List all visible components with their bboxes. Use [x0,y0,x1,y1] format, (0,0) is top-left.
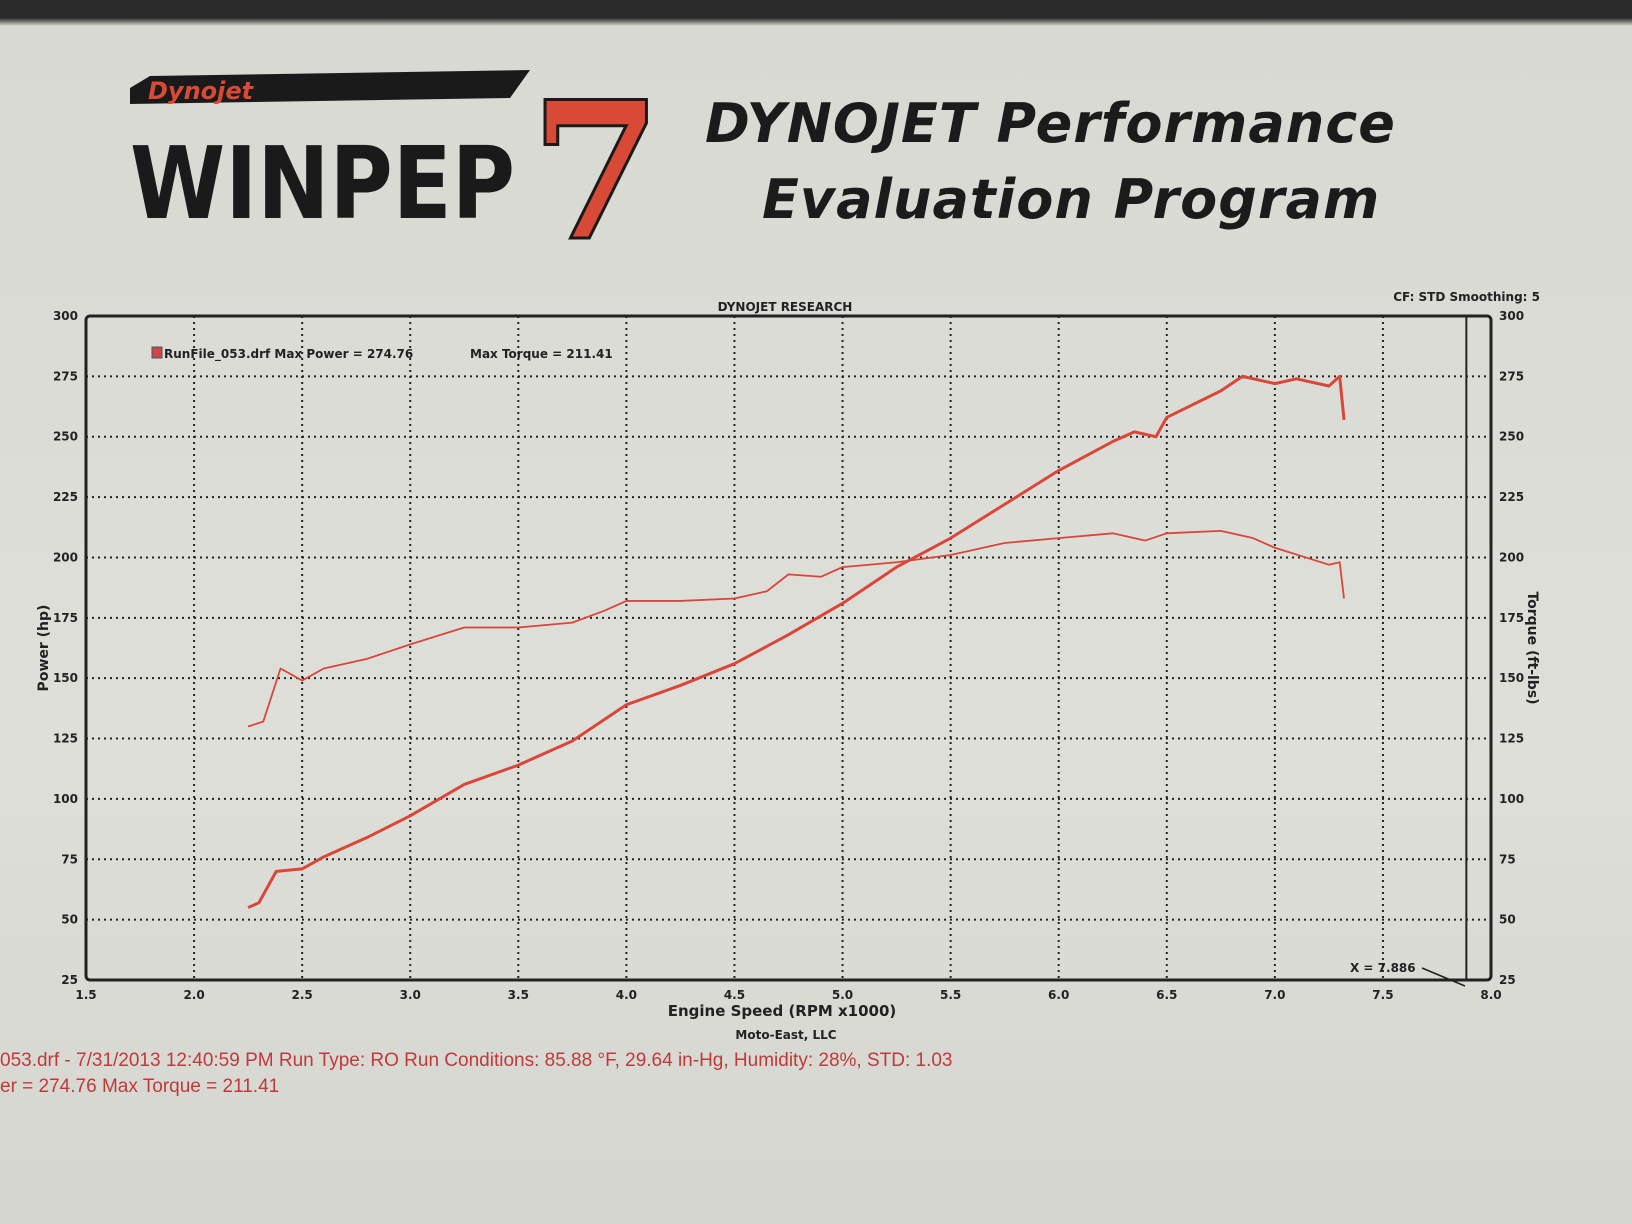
series-lines [247,374,1346,909]
credit-label: Moto-East, LLC [735,1028,836,1042]
y-tick-label: 275 [53,369,78,383]
y2-tick-label: 200 [1499,550,1524,564]
run-max-values-line: er = 274.76 Max Torque = 211.41 [0,1076,280,1097]
app-title-line1: DYNOJET Performance [705,92,1396,155]
winpep7-logo: Dynojet WINPEP 7 [130,68,664,258]
y-tick-label: 250 [53,430,78,444]
x-tick-label: 6.5 [1156,988,1177,1002]
legend-power: RunFile_053.drf Max Power = 274.76 [164,347,413,362]
y-tick-label: 50 [61,913,78,927]
y2-tick-label: 275 [1499,369,1524,383]
cursor-pointer [1421,967,1466,987]
y-tick-label: 125 [53,732,78,746]
logo-brand: Dynojet [148,77,255,105]
y2-tick-label: 100 [1499,792,1524,806]
y-tick-label: 225 [53,490,78,504]
logo-version: 7 [530,68,662,258]
plot-frame [84,314,1493,982]
x-tick-label: 7.5 [1372,988,1393,1002]
logo-banner [130,70,530,104]
y-tick-label: 300 [53,309,78,323]
y-tick-label: 100 [53,792,78,806]
cf-smoothing-label: CF: STD Smoothing: 5 [1393,290,1540,304]
y2-tick-label: 150 [1499,671,1524,685]
x-tick-label: 2.0 [183,988,204,1002]
y-tick-label: 200 [53,550,78,564]
run-info-line: 053.drf - 7/31/2013 12:40:59 PM Run Type… [0,1050,953,1071]
y-tick-label: 175 [53,611,78,625]
x-tick-label: 8.0 [1480,988,1501,1002]
y2-axis-label: Torque (ft-lbs) [1524,591,1540,704]
x-tick-label: 3.5 [508,988,529,1002]
y2-tick-label: 175 [1499,611,1524,625]
tick-labels: 1.5 2.0 2.5 3.0 3.5 4.0 4.5 5.0 5.5 6.0 6.5 7.0 7.5 8… [53,309,1524,1002]
grid [86,316,1491,980]
y-axis-label: Power (hp) [36,605,52,692]
cursor-label: X = 7.886 [1350,961,1416,975]
x-tick-label: 4.0 [616,988,637,1002]
x-tick-label: 1.5 [75,988,96,1002]
y-tick-label: 25 [61,973,78,987]
x-axis-label: Engine Speed (RPM x1000) [668,1002,897,1020]
y2-tick-label: 25 [1499,973,1516,987]
y2-tick-label: 75 [1499,852,1516,866]
x-tick-label: 3.0 [400,988,421,1002]
x-tick-label: 7.0 [1264,988,1285,1002]
x-tick-label: 2.5 [292,988,313,1002]
y-tick-label: 75 [61,852,78,866]
y2-tick-label: 50 [1499,913,1516,927]
x-tick-label: 4.5 [724,988,745,1002]
x-tick-label: 5.0 [832,988,853,1002]
x-tick-label: 6.0 [1048,988,1069,1002]
y2-tick-label: 300 [1499,309,1524,323]
x-tick-label: 5.5 [940,988,961,1002]
series-line-power [247,374,1346,909]
legend-swatch [151,346,163,359]
logo-product: WINPEP [130,125,515,242]
y-tick-label: 150 [53,671,78,685]
app-title-line2: Evaluation Program [762,168,1381,231]
y2-tick-label: 250 [1499,430,1524,444]
y2-tick-label: 225 [1499,490,1524,504]
y2-tick-label: 125 [1499,732,1524,746]
legend-torque: Max Torque = 211.41 [470,347,613,361]
chart-title: DYNOJET RESEARCH [718,300,853,314]
